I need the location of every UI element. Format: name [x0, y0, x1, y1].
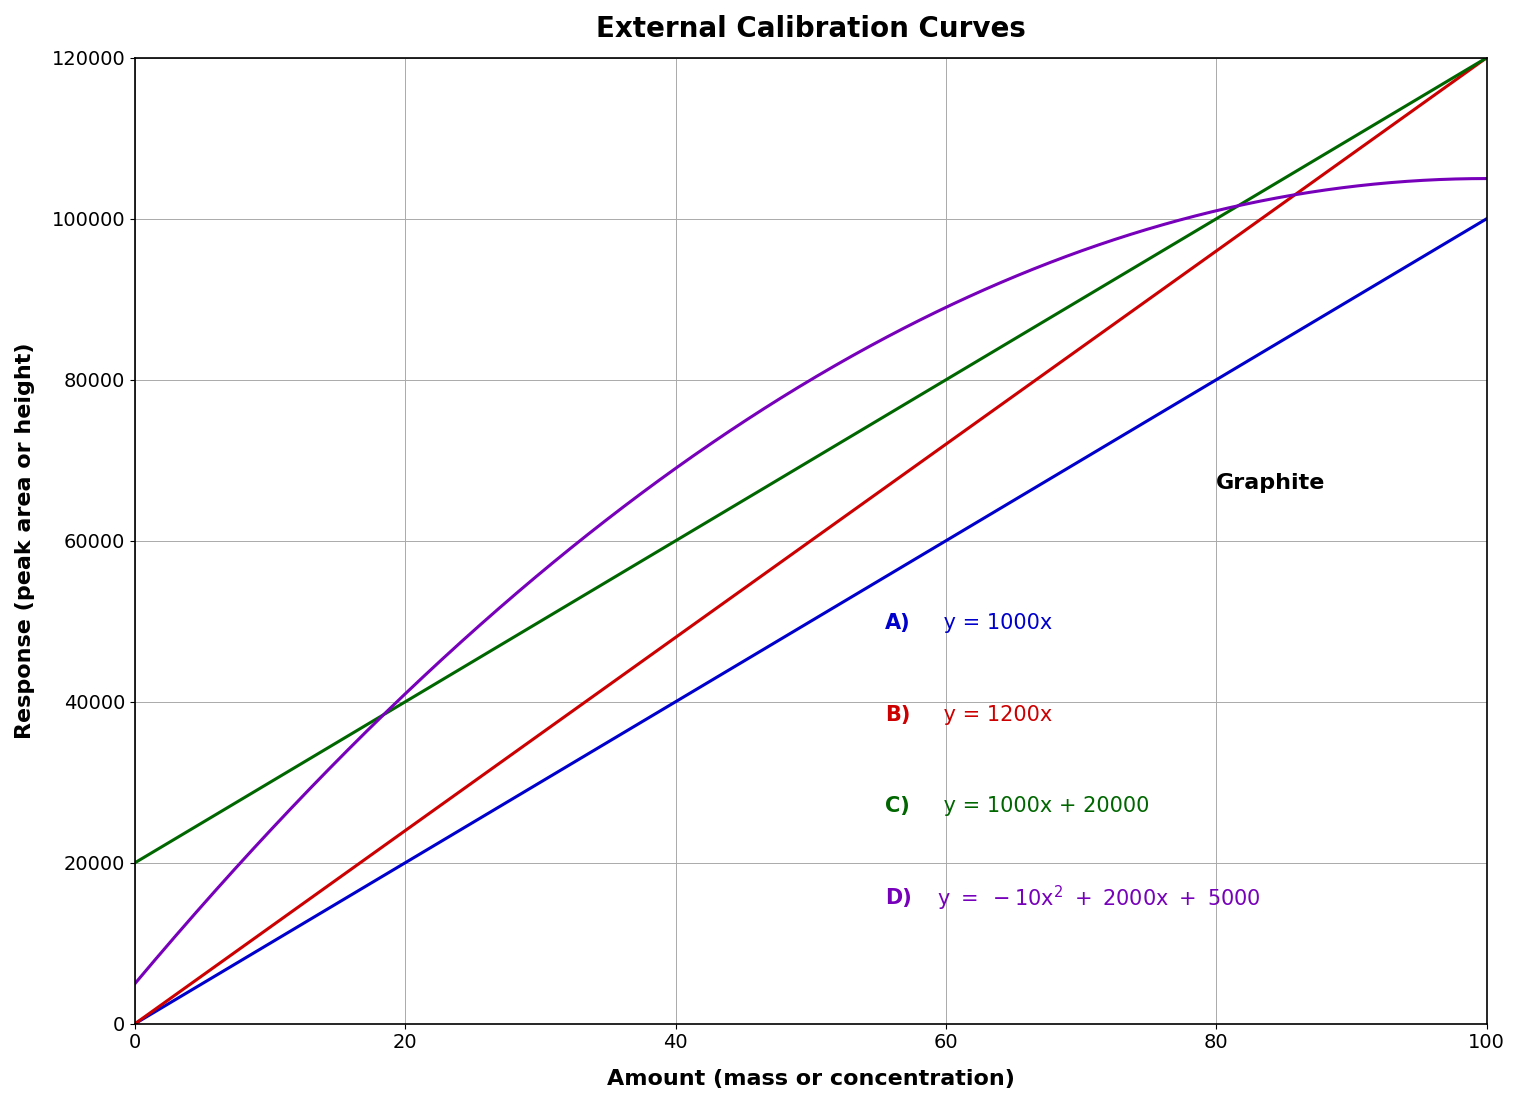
Text: y = 1000x: y = 1000x: [936, 613, 1052, 633]
Y-axis label: Response (peak area or height): Response (peak area or height): [15, 342, 35, 739]
Text: Graphite: Graphite: [1216, 473, 1325, 492]
Text: B): B): [885, 704, 910, 724]
Title: External Calibration Curves: External Calibration Curves: [596, 15, 1026, 43]
Text: A): A): [885, 613, 910, 633]
Text: D): D): [885, 888, 912, 909]
Text: $\mathregular{y\ =\ -10x^{2}\ +\ 2000x\ +\ 5000}$: $\mathregular{y\ =\ -10x^{2}\ +\ 2000x\ …: [936, 883, 1260, 913]
Text: C): C): [885, 796, 910, 816]
Text: y = 1000x + 20000: y = 1000x + 20000: [936, 796, 1149, 816]
Text: y = 1200x: y = 1200x: [936, 704, 1052, 724]
X-axis label: Amount (mass or concentration): Amount (mass or concentration): [606, 1069, 1015, 1089]
